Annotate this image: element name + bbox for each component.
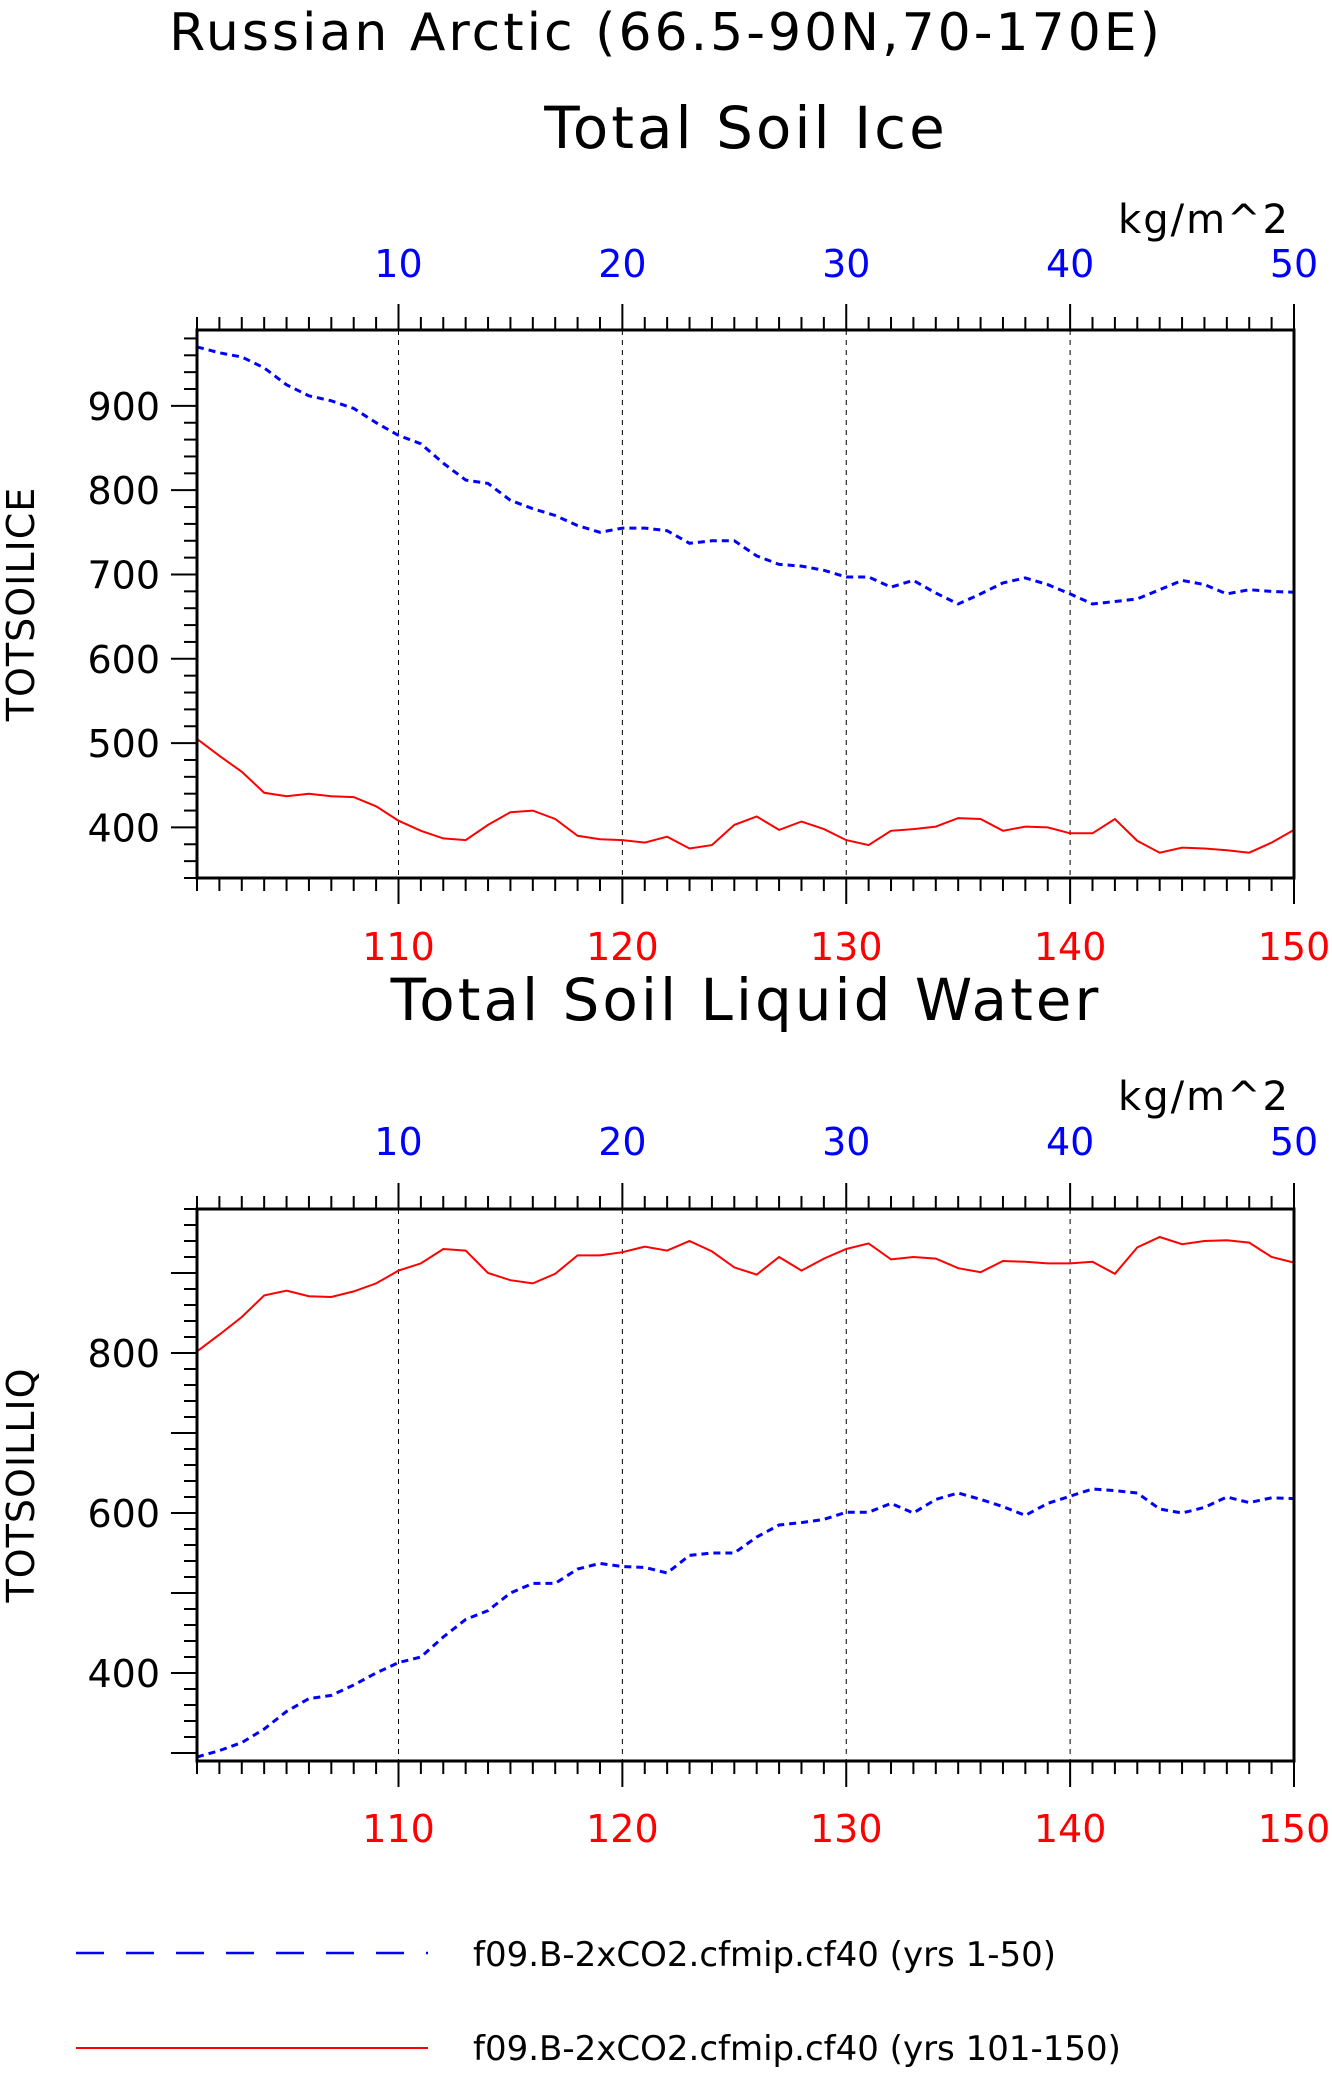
panel-title: Total Soil Ice — [543, 94, 948, 162]
units-label: kg/m^2 — [1118, 197, 1290, 243]
units-label: kg/m^2 — [1118, 1074, 1290, 1120]
x-bottom-tick-label: 140 — [1034, 1807, 1107, 1851]
x-top-tick-label: 50 — [1270, 1120, 1318, 1164]
x-top-tick-label: 20 — [598, 242, 646, 286]
plot-frame — [195, 1207, 1296, 1763]
x-bottom-tick-label: 120 — [586, 925, 659, 969]
panel-total-soil-liquid-water: Total Soil Liquid Water kg/m^2 TOTSOILLIQ 4… — [0, 966, 1330, 1851]
y-tick-label: 700 — [87, 553, 160, 597]
legend-label-series2: f09.B-2xCO2.cfmip.cf40 (yrs 101-150) — [473, 2029, 1121, 2069]
x-top-tick-label: 10 — [374, 1120, 422, 1164]
y-tick-label: 800 — [87, 469, 160, 513]
plot-frame — [195, 328, 1296, 880]
series-line-1 — [196, 1487, 1295, 1759]
y-tick-label: 600 — [87, 1492, 160, 1536]
series-line-1 — [196, 345, 1295, 606]
y-axis-label: TOTSOILLIQ — [0, 1367, 43, 1603]
legend: f09.B-2xCO2.cfmip.cf40 (yrs 1-50) f09.B-… — [76, 1935, 1121, 2069]
x-top-tick-label: 40 — [1046, 242, 1094, 286]
y-tick-label: 400 — [87, 1652, 160, 1696]
x-bottom-tick-label: 110 — [362, 925, 435, 969]
y-tick-label: 600 — [87, 638, 160, 682]
x-bottom-tick-label: 140 — [1034, 925, 1107, 969]
x-top-tick-label: 30 — [822, 242, 870, 286]
x-top-tick-label: 30 — [822, 1120, 870, 1164]
y-tick-label: 500 — [87, 722, 160, 766]
x-bottom-tick-label: 130 — [810, 925, 883, 969]
x-bottom-tick-label: 130 — [810, 1807, 883, 1851]
y-tick-label: 400 — [87, 806, 160, 850]
series-line-2 — [196, 1235, 1295, 1353]
x-bottom-tick-label: 150 — [1258, 1807, 1331, 1851]
x-top-tick-label: 40 — [1046, 1120, 1094, 1164]
y-tick-label: 900 — [87, 385, 160, 429]
x-bottom-tick-label: 150 — [1258, 925, 1331, 969]
x-bottom-tick-label: 120 — [586, 1807, 659, 1851]
x-bottom-tick-label: 110 — [362, 1807, 435, 1851]
figure-title: Russian Arctic (66.5-90N,70-170E) — [169, 3, 1163, 63]
x-top-tick-label: 50 — [1270, 242, 1318, 286]
legend-label-series1: f09.B-2xCO2.cfmip.cf40 (yrs 1-50) — [473, 1935, 1056, 1975]
x-top-tick-label: 10 — [374, 242, 422, 286]
series-line-2 — [196, 738, 1295, 854]
panel-title: Total Soil Liquid Water — [390, 966, 1102, 1034]
x-top-tick-label: 20 — [598, 1120, 646, 1164]
panel-total-soil-ice: Total Soil Ice kg/m^2 TOTSOILICE 400 500 600 7… — [0, 94, 1330, 969]
y-axis-label: TOTSOILICE — [0, 487, 43, 723]
y-tick-label: 800 — [87, 1332, 160, 1376]
